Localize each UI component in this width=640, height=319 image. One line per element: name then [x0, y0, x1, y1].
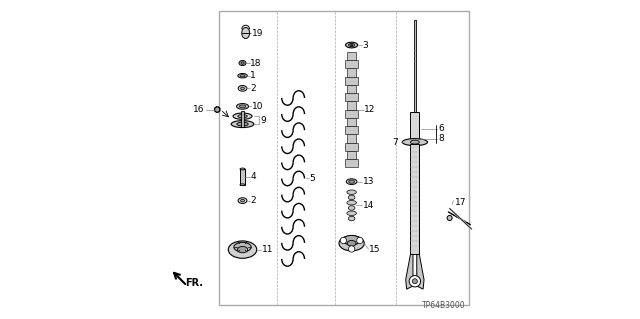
Bar: [346, 143, 358, 151]
Circle shape: [340, 237, 347, 244]
Circle shape: [412, 279, 417, 284]
Bar: [347, 118, 356, 126]
Bar: [346, 126, 358, 134]
Ellipse shape: [447, 215, 452, 220]
Text: TP64B3000: TP64B3000: [422, 301, 465, 310]
Ellipse shape: [343, 235, 360, 245]
Bar: [410, 112, 419, 141]
Ellipse shape: [347, 190, 356, 194]
Bar: [347, 101, 356, 110]
Ellipse shape: [228, 241, 257, 258]
Bar: [347, 52, 356, 60]
Ellipse shape: [241, 87, 244, 90]
Text: 19: 19: [252, 28, 264, 38]
Bar: [219, 11, 468, 305]
Ellipse shape: [347, 211, 356, 216]
Text: 12: 12: [364, 105, 376, 114]
Text: 8: 8: [438, 134, 444, 144]
Ellipse shape: [238, 198, 247, 204]
Ellipse shape: [240, 75, 245, 77]
Bar: [241, 111, 244, 127]
Ellipse shape: [239, 105, 246, 108]
Ellipse shape: [339, 236, 364, 251]
Ellipse shape: [349, 180, 355, 183]
Bar: [347, 69, 356, 77]
Polygon shape: [417, 254, 424, 289]
Bar: [347, 151, 356, 159]
Ellipse shape: [346, 42, 358, 48]
Text: 9: 9: [260, 116, 266, 125]
Bar: [347, 134, 356, 143]
Text: 14: 14: [363, 201, 374, 210]
Ellipse shape: [238, 115, 247, 118]
Ellipse shape: [348, 43, 355, 47]
Ellipse shape: [240, 168, 245, 170]
Text: FR.: FR.: [185, 278, 203, 288]
Text: 2: 2: [250, 196, 256, 205]
Text: 17: 17: [455, 198, 467, 207]
Ellipse shape: [237, 104, 248, 109]
Bar: [346, 93, 358, 101]
Bar: [414, 20, 416, 112]
Ellipse shape: [348, 216, 355, 221]
Ellipse shape: [346, 179, 357, 184]
Text: 5: 5: [310, 174, 316, 183]
Bar: [346, 77, 358, 85]
Ellipse shape: [347, 241, 356, 246]
Text: 18: 18: [250, 59, 262, 68]
Bar: [240, 169, 245, 185]
Ellipse shape: [234, 242, 252, 252]
Ellipse shape: [240, 184, 245, 186]
Ellipse shape: [239, 61, 246, 66]
Polygon shape: [406, 254, 413, 289]
Ellipse shape: [242, 27, 250, 39]
Bar: [346, 159, 358, 167]
Text: 4: 4: [250, 172, 256, 182]
Ellipse shape: [410, 140, 419, 144]
Ellipse shape: [241, 62, 244, 64]
Ellipse shape: [347, 200, 356, 205]
Polygon shape: [215, 107, 220, 112]
Text: 1: 1: [250, 71, 256, 80]
Circle shape: [348, 246, 355, 252]
Circle shape: [409, 276, 420, 287]
Ellipse shape: [350, 44, 353, 46]
Bar: [346, 110, 358, 118]
Text: 13: 13: [363, 177, 374, 186]
Text: 3: 3: [363, 41, 369, 49]
Bar: [347, 85, 356, 93]
Ellipse shape: [233, 113, 252, 119]
Text: 11: 11: [262, 245, 273, 254]
Ellipse shape: [402, 139, 428, 145]
Bar: [346, 60, 358, 69]
Text: 16: 16: [193, 105, 205, 114]
Text: 7: 7: [392, 137, 397, 147]
Ellipse shape: [231, 121, 254, 128]
Text: 15: 15: [369, 245, 381, 254]
Ellipse shape: [237, 247, 248, 253]
Ellipse shape: [238, 73, 247, 78]
Ellipse shape: [237, 122, 248, 126]
Ellipse shape: [348, 195, 355, 200]
Ellipse shape: [348, 206, 355, 210]
Ellipse shape: [238, 85, 247, 91]
Text: 6: 6: [438, 124, 444, 133]
Ellipse shape: [214, 107, 220, 112]
Text: 2: 2: [250, 84, 256, 93]
Bar: [410, 144, 419, 254]
Ellipse shape: [241, 199, 244, 202]
Text: 10: 10: [252, 102, 264, 111]
Circle shape: [356, 237, 363, 244]
